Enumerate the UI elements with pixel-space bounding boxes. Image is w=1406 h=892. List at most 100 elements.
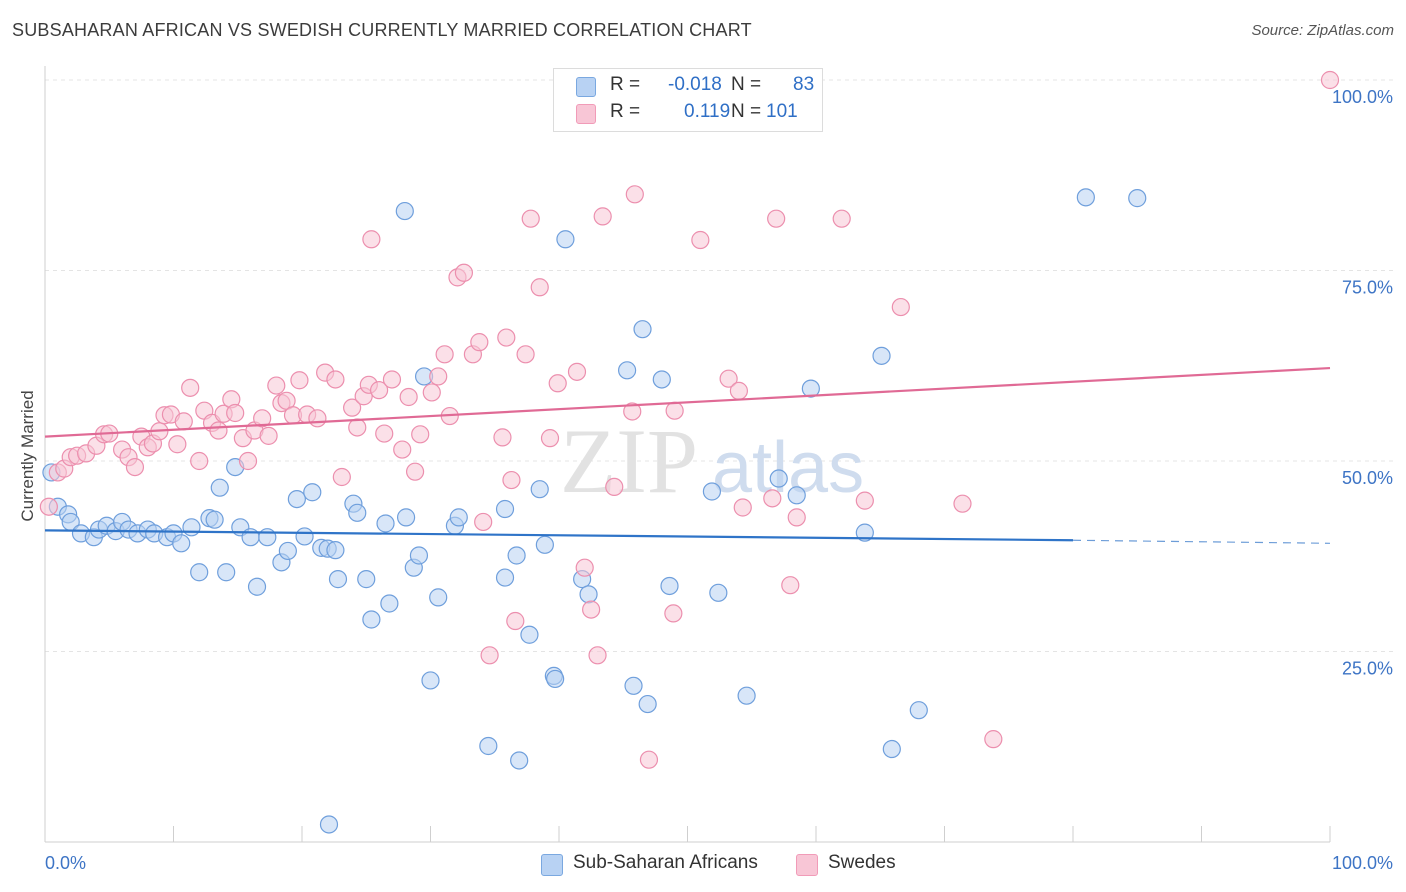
point-subsaharan xyxy=(702,482,722,501)
point-subsaharan xyxy=(618,361,637,380)
point-swedes xyxy=(729,381,749,400)
trend-line-subsaharan xyxy=(44,529,1074,542)
point-subsaharan xyxy=(357,570,376,589)
y-tick-label: 25.0% xyxy=(1342,659,1393,679)
point-swedes xyxy=(588,646,607,665)
point-subsaharan xyxy=(449,508,468,527)
point-swedes xyxy=(984,730,1003,749)
point-subsaharan xyxy=(217,563,236,582)
point-subsaharan xyxy=(624,676,643,695)
point-subsaharan xyxy=(1128,189,1147,208)
point-swedes xyxy=(429,367,448,386)
point-swedes xyxy=(168,435,187,454)
chart-title: SUBSAHARAN AFRICAN VS SWEDISH CURRENTLY … xyxy=(12,20,752,40)
point-subsaharan xyxy=(737,686,756,705)
point-swedes xyxy=(605,477,624,497)
point-swedes xyxy=(174,412,193,431)
point-subsaharan xyxy=(429,588,448,607)
point-subsaharan xyxy=(633,320,652,339)
point-swedes xyxy=(480,646,499,665)
point-swedes xyxy=(393,440,412,459)
point-swedes xyxy=(623,402,642,421)
point-subsaharan xyxy=(535,535,554,554)
trend-lines xyxy=(44,366,1331,544)
point-subsaharan xyxy=(652,370,671,389)
point-swedes xyxy=(348,418,367,437)
point-swedes xyxy=(781,576,800,595)
point-swedes xyxy=(497,328,516,347)
point-subsaharan xyxy=(769,469,788,488)
point-swedes xyxy=(454,263,474,282)
point-swedes xyxy=(719,369,738,388)
point-subsaharan xyxy=(258,528,277,547)
x-tick-label: 0.0% xyxy=(45,853,86,873)
axes xyxy=(44,66,1331,843)
point-swedes xyxy=(582,600,601,619)
legend-n-value: 83 xyxy=(793,74,815,95)
legend-r-label: R = xyxy=(610,74,641,95)
legend-n-label: N = xyxy=(731,101,762,122)
point-swedes xyxy=(190,451,209,471)
point-swedes xyxy=(290,371,309,390)
point-subsaharan xyxy=(210,478,229,497)
point-subsaharan xyxy=(295,527,314,546)
point-subsaharan xyxy=(376,514,395,533)
point-subsaharan xyxy=(556,230,575,249)
point-subsaharan xyxy=(421,671,440,690)
point-subsaharan xyxy=(495,568,515,587)
point-subsaharan xyxy=(709,583,728,602)
legend-r-value: 0.119 xyxy=(684,101,731,122)
point-subsaharan xyxy=(409,546,429,565)
point-subsaharan xyxy=(172,534,191,553)
point-swedes xyxy=(411,425,430,444)
point-swedes xyxy=(593,207,612,226)
point-subsaharan xyxy=(328,570,348,589)
point-subsaharan xyxy=(495,499,515,519)
point-swedes xyxy=(665,401,684,420)
point-swedes xyxy=(470,333,489,352)
point-swedes xyxy=(1320,70,1340,90)
bottom-legend-swatch-swedes xyxy=(796,854,818,876)
point-swedes xyxy=(639,750,659,769)
point-swedes xyxy=(832,209,851,228)
point-swedes xyxy=(733,498,752,517)
point-subsaharan xyxy=(909,701,928,720)
point-subsaharan xyxy=(326,541,345,560)
legend-r-value: -0.018 xyxy=(668,74,722,95)
point-subsaharan xyxy=(395,201,414,221)
point-swedes xyxy=(326,370,345,389)
point-swedes xyxy=(493,428,512,447)
data-points xyxy=(39,70,1340,834)
point-subsaharan xyxy=(396,508,416,527)
point-swedes xyxy=(422,383,441,402)
point-swedes xyxy=(382,370,402,389)
point-swedes xyxy=(267,376,286,395)
point-subsaharan xyxy=(362,610,381,629)
point-swedes xyxy=(370,381,389,400)
point-swedes xyxy=(474,512,493,532)
point-subsaharan xyxy=(278,541,297,561)
point-swedes xyxy=(506,611,525,631)
point-swedes xyxy=(567,362,587,381)
point-swedes xyxy=(332,467,351,487)
point-swedes xyxy=(405,462,425,481)
point-swedes xyxy=(125,457,145,477)
point-swedes xyxy=(787,508,806,527)
point-swedes xyxy=(399,387,418,407)
point-swedes xyxy=(502,470,521,490)
tick-labels: 100.0% 75.0% 50.0% 25.0% 0.0% 100.0% xyxy=(45,87,1393,873)
y-tick-label: 50.0% xyxy=(1342,468,1393,488)
point-subsaharan xyxy=(882,739,901,759)
point-subsaharan xyxy=(638,694,657,714)
point-subsaharan xyxy=(247,577,267,596)
point-swedes xyxy=(308,409,327,428)
trend-line-swedes xyxy=(44,366,1331,438)
point-swedes xyxy=(953,494,972,513)
legend-swatch-swedes xyxy=(576,104,596,124)
bottom-legend-label-subsaharan: Sub-Saharan Africans xyxy=(573,852,758,873)
point-subsaharan xyxy=(510,751,529,770)
bottom-legend-swatch-subsaharan xyxy=(541,854,563,876)
legend-n-value: 101 xyxy=(766,101,798,122)
source-label: Source: ZipAtlas.com xyxy=(1251,22,1394,39)
point-subsaharan xyxy=(348,503,367,522)
